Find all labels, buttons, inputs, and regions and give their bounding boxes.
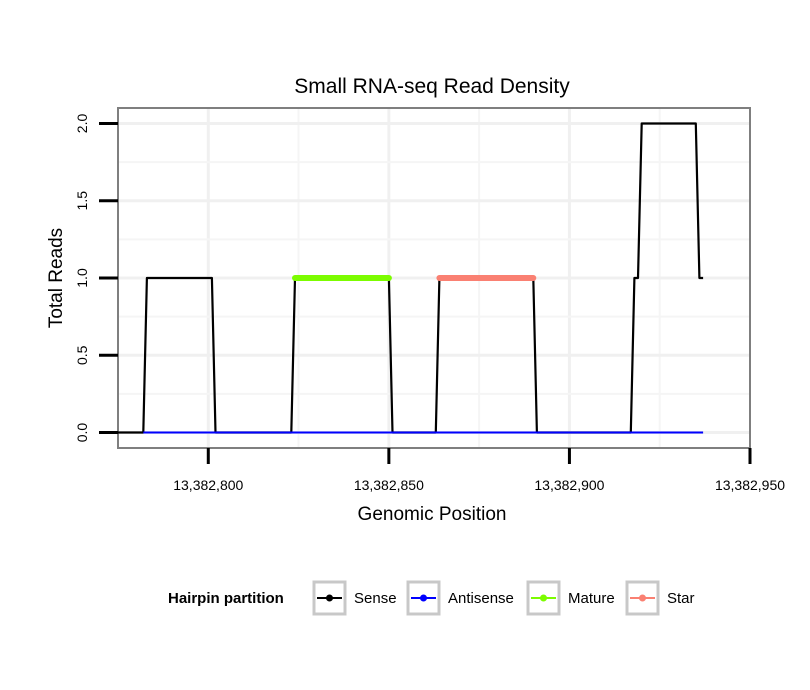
y-tick-label: 1.5: [74, 191, 90, 211]
legend-label-mature: Mature: [568, 590, 615, 607]
x-tick-label: 13,382,900: [534, 477, 604, 493]
y-tick-label: 1.0: [74, 268, 90, 288]
legend-label-antisense: Antisense: [448, 590, 514, 607]
grid: [119, 109, 749, 447]
chart-title: Small RNA-seq Read Density: [294, 75, 570, 98]
y-tick-label: 0.5: [74, 345, 90, 365]
legend-label-star: Star: [667, 590, 695, 607]
series-layer: [118, 122, 704, 434]
x-tick-label: 13,382,800: [173, 477, 243, 493]
x-tick-label: 13,382,850: [354, 477, 424, 493]
legend-point-star: [639, 594, 646, 602]
legend-point-antisense: [420, 594, 427, 602]
legend: Hairpin partition Sense Antisense Mature St…: [168, 580, 695, 616]
y-axis-label: Total Reads: [46, 228, 67, 328]
legend-items: Sense Antisense Mature Star: [312, 580, 695, 616]
x-axis: 13,382,800 13,382,850 13,382,900 13,382,950: [173, 448, 785, 493]
legend-point-mature: [540, 594, 547, 602]
x-tick-label: 13,382,950: [715, 477, 785, 493]
legend-point-sense: [326, 594, 333, 602]
y-tick-label: 0.0: [74, 423, 90, 443]
legend-title: Hairpin partition: [168, 590, 284, 607]
legend-label-sense: Sense: [354, 590, 397, 607]
y-tick-label: 2.0: [74, 114, 90, 134]
x-axis-label: Genomic Position: [358, 504, 507, 525]
y-axis: 0.0 0.5 1.0 1.5 2.0: [74, 114, 118, 443]
series-line-sense: [118, 122, 704, 434]
